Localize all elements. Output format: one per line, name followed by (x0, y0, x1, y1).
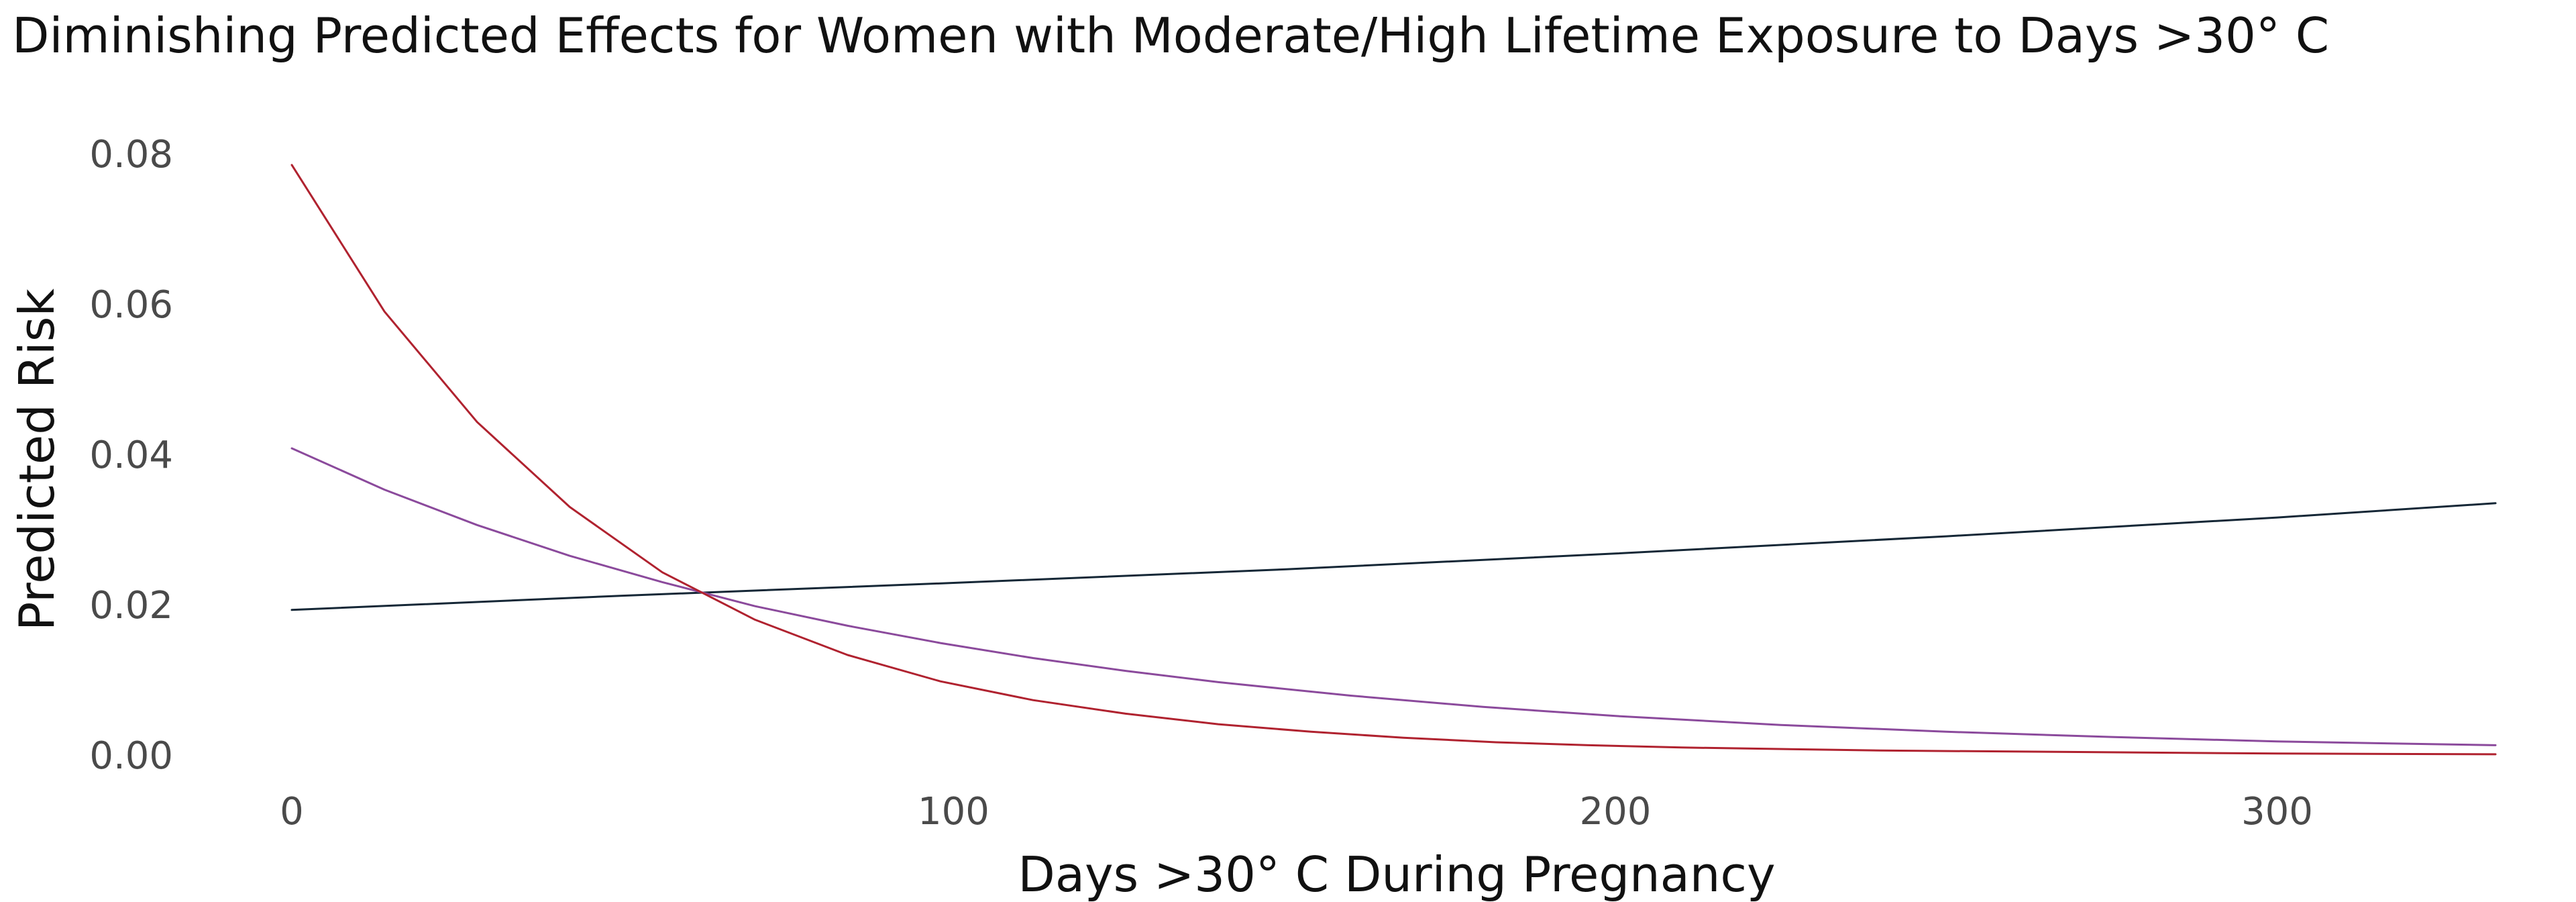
series-layer (290, 164, 2497, 756)
x-tick-label: 200 (1580, 790, 1652, 834)
series-line-1 (290, 502, 2497, 611)
y-tick-label: 0.02 (89, 584, 173, 628)
x-tick-label: 0 (280, 790, 304, 834)
x-tick-label: 300 (2241, 790, 2313, 834)
series-line-2 (290, 447, 2497, 746)
y-tick-label: 0.04 (89, 434, 173, 477)
x-tick-label: 100 (918, 790, 989, 834)
series-line-3 (290, 164, 2497, 756)
y-axis-title-group: Predicted Risk (9, 289, 65, 631)
y-tick-label: 0.06 (89, 283, 173, 327)
y-axis-ticks: 0.00 0.02 0.04 0.06 0.08 (89, 133, 173, 778)
y-axis-title: Predicted Risk (9, 289, 65, 631)
x-axis-ticks: 0 100 200 300 (280, 790, 2313, 834)
y-tick-label: 0.08 (89, 133, 173, 177)
y-tick-label: 0.00 (89, 734, 173, 778)
x-axis-title: Days >30° C During Pregnancy (1018, 846, 1775, 902)
chart-title: Diminishing Predicted Effects for Women … (12, 7, 2329, 64)
